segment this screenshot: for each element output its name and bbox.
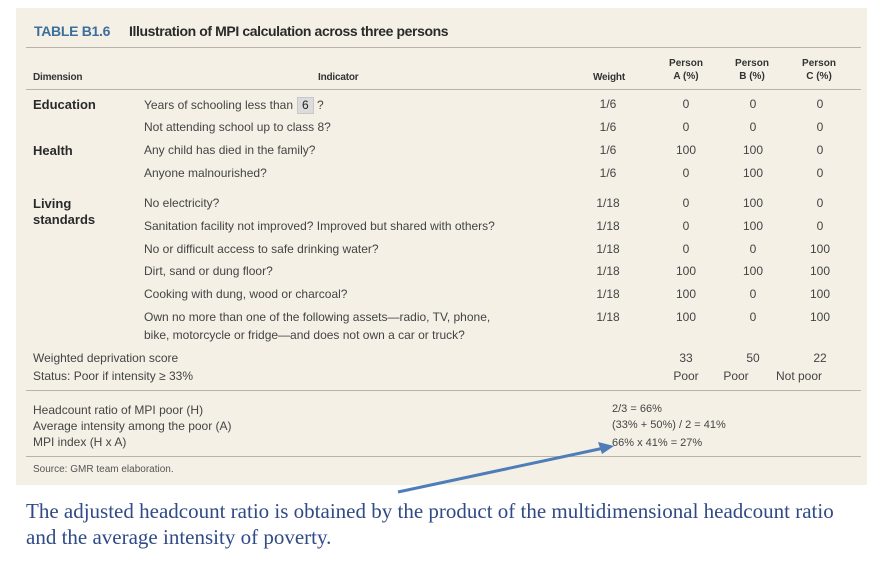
header-person-a: Person A (%) bbox=[664, 57, 708, 83]
table-tag: TABLE B1.6 bbox=[34, 23, 111, 39]
table-panel bbox=[16, 8, 867, 485]
indicator-row-1: Years of schooling less than 6 ? bbox=[144, 97, 324, 114]
person-b-row-6: 100 bbox=[742, 219, 764, 233]
header-bottom-rule bbox=[26, 89, 861, 90]
dimension-health: Health bbox=[33, 143, 73, 158]
person-b-row-4: 100 bbox=[742, 166, 764, 180]
weight-row-10: 1/18 bbox=[596, 310, 620, 324]
status-c: Not poor bbox=[775, 369, 823, 383]
summary-intensity-value: (33% + 50%) / 2 = 41% bbox=[612, 419, 726, 431]
person-a-row-7: 0 bbox=[682, 242, 690, 256]
indicator-row-9: Cooking with dung, wood or charcoal? bbox=[144, 287, 348, 301]
person-b-row-9: 0 bbox=[749, 287, 757, 301]
summary-mpi-value: 66% x 41% = 27% bbox=[612, 437, 703, 449]
person-a-row-2: 0 bbox=[682, 120, 690, 134]
indicator-row-1-suffix: ? bbox=[317, 98, 324, 112]
indicator-row-1-text: Years of schooling less than bbox=[144, 98, 293, 112]
summary-intensity-label: Average intensity among the poor (A) bbox=[33, 419, 232, 433]
header-weight: Weight bbox=[593, 72, 625, 83]
header-top-rule bbox=[26, 47, 861, 48]
weight-row-4: 1/6 bbox=[599, 166, 617, 180]
weighted-score-b: 50 bbox=[746, 351, 760, 365]
weight-row-9: 1/18 bbox=[596, 287, 620, 301]
person-a-row-6: 0 bbox=[682, 219, 690, 233]
person-c-row-2: 0 bbox=[816, 120, 824, 134]
header-person-c-line1: Person bbox=[802, 58, 836, 69]
weight-row-5: 1/18 bbox=[596, 196, 620, 210]
person-b-row-5: 100 bbox=[742, 196, 764, 210]
person-c-row-3: 0 bbox=[816, 143, 824, 157]
person-c-row-9: 100 bbox=[809, 287, 831, 301]
summary-headcount-value: 2/3 = 66% bbox=[612, 403, 662, 415]
person-b-row-2: 0 bbox=[749, 120, 757, 134]
person-c-row-10: 100 bbox=[809, 310, 831, 324]
arrow-head bbox=[598, 442, 614, 454]
arrow-shaft bbox=[397, 446, 605, 494]
person-b-row-1: 0 bbox=[749, 97, 757, 111]
summary-headcount-label: Headcount ratio of MPI poor (H) bbox=[33, 403, 204, 417]
dimension-living-standards: Living standards bbox=[33, 196, 133, 228]
schooling-years-value: 6 bbox=[297, 97, 314, 114]
dimension-education: Education bbox=[33, 97, 96, 112]
header-person-c: Person C (%) bbox=[797, 57, 841, 83]
person-a-row-8: 100 bbox=[675, 264, 697, 278]
header-person-b-line2: B (%) bbox=[739, 71, 765, 82]
person-c-row-8: 100 bbox=[809, 264, 831, 278]
header-person-a-line2: A (%) bbox=[673, 71, 699, 82]
header-person-a-line1: Person bbox=[669, 58, 703, 69]
person-c-row-1: 0 bbox=[816, 97, 824, 111]
indicator-row-5: No electricity? bbox=[144, 196, 220, 210]
status-a: Poor bbox=[673, 369, 699, 383]
weight-row-2: 1/6 bbox=[599, 120, 617, 134]
indicator-row-3: Any child has died in the family? bbox=[144, 143, 316, 157]
indicator-row-10-line1: Own no more than one of the following as… bbox=[144, 310, 491, 324]
header-indicator: Indicator bbox=[318, 72, 359, 83]
person-a-row-5: 0 bbox=[682, 196, 690, 210]
person-a-row-9: 100 bbox=[675, 287, 697, 301]
status-b: Poor bbox=[723, 369, 749, 383]
person-b-row-7: 0 bbox=[749, 242, 757, 256]
weighted-score-c: 22 bbox=[813, 351, 827, 365]
indicator-row-10: Own no more than one of the following as… bbox=[144, 310, 490, 343]
weight-row-7: 1/18 bbox=[596, 242, 620, 256]
indicator-row-7: No or difficult access to safe drinking … bbox=[144, 242, 379, 256]
header-person-c-line2: C (%) bbox=[806, 71, 832, 82]
header-dimension: Dimension bbox=[33, 72, 83, 83]
source-rule bbox=[26, 456, 861, 457]
dimension-living-line1: Living bbox=[33, 196, 72, 211]
summary-rule bbox=[26, 390, 861, 391]
dimension-living-line2: standards bbox=[33, 212, 96, 227]
indicator-row-2: Not attending school up to class 8? bbox=[144, 120, 331, 134]
indicator-row-10-line2: bike, motorcycle or fridge—and does not … bbox=[144, 328, 465, 342]
summary-mpi-label: MPI index (H x A) bbox=[33, 435, 127, 449]
weight-row-1: 1/6 bbox=[599, 97, 617, 111]
indicator-row-4: Anyone malnourished? bbox=[144, 166, 267, 180]
person-c-row-4: 0 bbox=[816, 166, 824, 180]
table-title: Illustration of MPI calculation across t… bbox=[129, 23, 449, 39]
indicator-row-8: Dirt, sand or dung floor? bbox=[144, 264, 273, 278]
person-a-row-10: 100 bbox=[675, 310, 697, 324]
person-b-row-8: 100 bbox=[742, 264, 764, 278]
person-a-row-1: 0 bbox=[682, 97, 690, 111]
weight-row-8: 1/18 bbox=[596, 264, 620, 278]
weight-row-3: 1/6 bbox=[599, 143, 617, 157]
weighted-score-a: 33 bbox=[679, 351, 693, 365]
table-source: Source: GMR team elaboration. bbox=[33, 464, 174, 475]
header-person-b: Person B (%) bbox=[730, 57, 774, 83]
status-label: Status: Poor if intensity ≥ 33% bbox=[33, 369, 193, 383]
person-c-row-6: 0 bbox=[816, 219, 824, 233]
person-a-row-3: 100 bbox=[675, 143, 697, 157]
weight-row-6: 1/18 bbox=[596, 219, 620, 233]
person-b-row-3: 100 bbox=[742, 143, 764, 157]
indicator-row-6: Sanitation facility not improved? Improv… bbox=[144, 219, 495, 233]
weighted-score-label: Weighted deprivation score bbox=[33, 351, 179, 365]
person-c-row-7: 100 bbox=[809, 242, 831, 256]
header-person-b-line1: Person bbox=[735, 58, 769, 69]
caption-text: The adjusted headcount ratio is obtained… bbox=[26, 499, 834, 549]
person-a-row-4: 0 bbox=[682, 166, 690, 180]
person-c-row-5: 0 bbox=[816, 196, 824, 210]
person-b-row-10: 0 bbox=[749, 310, 757, 324]
